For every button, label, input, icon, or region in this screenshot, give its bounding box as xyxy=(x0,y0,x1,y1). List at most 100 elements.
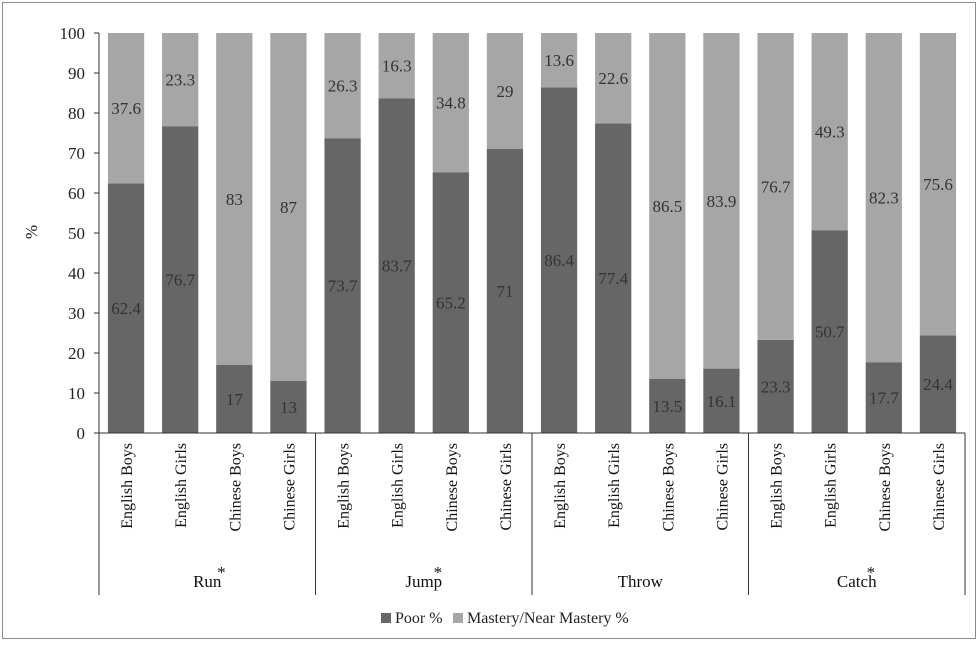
y-tick-label: 0 xyxy=(77,424,86,443)
bar-poor xyxy=(757,339,794,433)
bars xyxy=(107,33,957,434)
data-label-mastery: 75.6 xyxy=(923,175,953,194)
data-label-mastery: 26.3 xyxy=(328,77,358,96)
data-label-mastery: 86.5 xyxy=(652,197,682,216)
bar-poor xyxy=(486,149,524,433)
bar-mastery xyxy=(865,33,902,363)
group-label: Catch xyxy=(837,572,877,591)
data-label-poor: 62.4 xyxy=(111,299,141,318)
y-tick-label: 100 xyxy=(60,24,86,43)
category-label: English Boys xyxy=(769,443,786,529)
data-label-poor: 76.7 xyxy=(165,271,195,290)
bar-poor xyxy=(270,381,307,433)
y-tick-label: 30 xyxy=(68,304,85,323)
group-label: Jump xyxy=(405,572,442,591)
data-label-poor: 73.7 xyxy=(328,277,358,296)
bar-mastery xyxy=(595,33,632,124)
data-label-poor: 23.3 xyxy=(761,377,791,396)
bar-mastery xyxy=(649,33,686,379)
bar-mastery xyxy=(811,33,848,231)
data-label-mastery: 83.9 xyxy=(707,192,737,211)
bar-mastery xyxy=(378,33,415,99)
data-label-poor: 24.4 xyxy=(923,375,953,394)
bar-mastery xyxy=(324,33,361,139)
data-label-mastery: 29 xyxy=(496,82,513,101)
data-label-mastery: 22.6 xyxy=(598,69,628,88)
category-label: Chinese Girls xyxy=(498,443,515,531)
bar-poor xyxy=(216,365,253,433)
data-label-mastery: 16.3 xyxy=(382,57,412,76)
data-labels: 62.4 37.6 76.7 23.3 17 83 13 87 73.7 26.3 83.7 16.3… xyxy=(111,51,953,417)
data-label-mastery: 49.3 xyxy=(815,123,845,142)
data-label-poor: 13 xyxy=(280,398,297,417)
data-label-poor: 17.7 xyxy=(869,389,899,408)
data-label-mastery: 13.6 xyxy=(544,51,574,70)
bar-mastery xyxy=(270,33,307,381)
data-label-poor: 65.2 xyxy=(436,294,466,313)
category-label: English Girls xyxy=(173,443,190,528)
data-label-mastery: 83 xyxy=(226,190,243,209)
bar-poor xyxy=(540,87,578,434)
y-tick-label: 40 xyxy=(68,264,85,283)
y-tick-label: 80 xyxy=(68,104,85,123)
data-label-poor: 71 xyxy=(496,282,513,301)
bar-mastery xyxy=(107,33,145,184)
category-label: Chinese Boys xyxy=(660,443,677,531)
bar-poor xyxy=(107,183,145,433)
significance-marker: * xyxy=(217,563,226,582)
group-label: Run xyxy=(193,572,222,591)
data-label-poor: 16.1 xyxy=(707,392,737,411)
category-label: Chinese Boys xyxy=(227,443,244,531)
category-label: Chinese Girls xyxy=(281,443,298,531)
y-tick-label: 70 xyxy=(68,144,85,163)
bar-poor xyxy=(162,126,199,433)
category-label: English Girls xyxy=(390,443,407,528)
y-tick-label: 60 xyxy=(68,184,85,203)
category-label: Chinese Girls xyxy=(931,443,948,531)
legend-swatch xyxy=(381,613,391,623)
bar-mastery xyxy=(486,33,524,149)
y-tick-label: 20 xyxy=(68,344,85,363)
x-axis-category-labels: English Boys English Girls Chinese Boys * Ch… xyxy=(119,443,948,582)
data-label-mastery: 76.7 xyxy=(761,177,791,196)
bar-poor xyxy=(865,362,902,433)
data-label-poor: 86.4 xyxy=(544,251,574,270)
bar-poor xyxy=(811,230,848,433)
axes xyxy=(94,32,966,595)
category-label: Chinese Boys xyxy=(877,443,894,531)
category-label: Chinese Girls xyxy=(714,443,731,531)
data-label-mastery: 23.3 xyxy=(165,71,195,90)
y-axis-label: % xyxy=(22,225,41,239)
category-label: English Girls xyxy=(823,443,840,528)
category-label: English Boys xyxy=(552,443,569,529)
bar-mastery xyxy=(540,33,578,88)
bar-mastery xyxy=(162,33,199,127)
bar-poor xyxy=(649,379,686,433)
y-tick-label: 50 xyxy=(68,224,85,243)
group-label: Throw xyxy=(618,572,664,591)
legend: Poor % Mastery/Near Mastery % xyxy=(381,610,629,627)
bar-mastery xyxy=(703,33,740,369)
legend-swatch xyxy=(453,613,463,623)
category-label: English Girls xyxy=(606,443,623,528)
category-label: English Boys xyxy=(336,443,353,529)
data-label-mastery: 34.8 xyxy=(436,94,466,113)
data-label-poor: 83.7 xyxy=(382,257,412,276)
bar-mastery xyxy=(216,33,253,365)
bar-poor xyxy=(324,138,361,433)
y-tick-label: 10 xyxy=(68,384,85,403)
data-label-mastery: 87 xyxy=(280,198,298,217)
bar-mastery xyxy=(432,33,469,173)
data-label-poor: 50.7 xyxy=(815,323,845,342)
data-label-poor: 17 xyxy=(226,390,244,409)
data-label-mastery: 82.3 xyxy=(869,189,899,208)
data-label-poor: 77.4 xyxy=(598,269,628,288)
legend-label: Mastery/Near Mastery % xyxy=(467,610,629,627)
bar-poor xyxy=(432,172,469,433)
bar-poor xyxy=(595,123,632,434)
category-label: Chinese Boys xyxy=(444,443,461,531)
bar-mastery xyxy=(919,33,957,336)
significance-marker: * xyxy=(434,563,443,582)
y-axis-ticks: 0 10 20 30 40 50 60 70 80 90 100 xyxy=(60,24,86,443)
